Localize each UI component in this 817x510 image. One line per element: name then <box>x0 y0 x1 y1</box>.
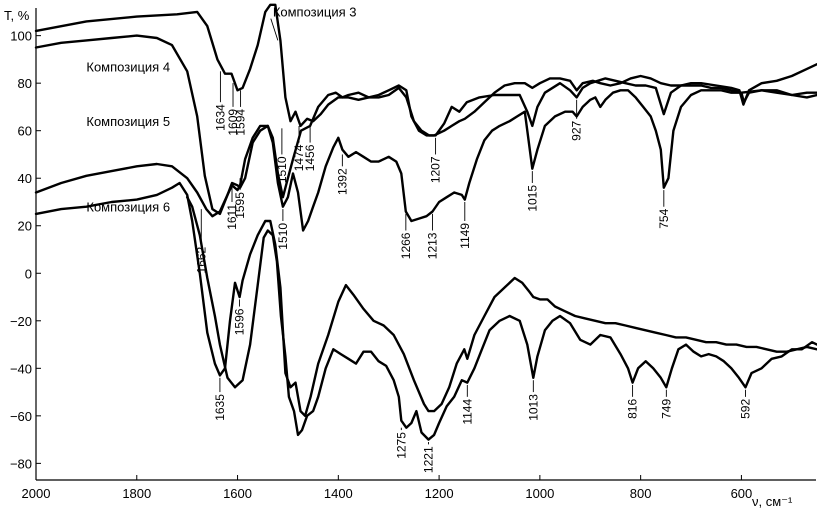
series-label-2: Композиция 4 <box>86 59 170 74</box>
peak-label: 1635 <box>213 394 227 421</box>
x-tick-label: 1400 <box>324 486 353 501</box>
x-tick-label: 800 <box>630 486 652 501</box>
x-axis-title: ν, см⁻¹ <box>752 494 793 509</box>
peak-label: 1221 <box>422 446 436 473</box>
peak-label: 592 <box>738 399 752 419</box>
peak-label: 1013 <box>526 394 540 421</box>
series-line-4 <box>34 181 817 417</box>
series-line-1 <box>34 3 817 137</box>
axes: 100 80 60 40 20 0 −20 −40 −60 −80 2000 1800 1600 1400… <box>10 8 816 501</box>
y-tick-label: 0 <box>25 266 32 281</box>
series-label-3: Композиция 5 <box>86 114 170 129</box>
peak-label: 1266 <box>399 232 413 259</box>
x-tick-label: 2000 <box>22 486 51 501</box>
y-tick-label: 100 <box>10 29 32 44</box>
y-tick-label: 60 <box>18 124 32 139</box>
y-tick-label: −80 <box>10 456 32 471</box>
peak-label: 1595 <box>233 192 247 219</box>
peak-label: 1596 <box>233 308 247 335</box>
peak-label: 1015 <box>525 185 539 212</box>
peak-label: 1474 <box>292 144 306 171</box>
x-tick-label: 1600 <box>223 486 252 501</box>
peak-label: 1594 <box>234 109 248 136</box>
peak-label: 1609 <box>226 109 240 136</box>
peak-label: 1144 <box>460 399 474 425</box>
peak-label: 1611 <box>225 204 239 230</box>
peak-label: 1275 <box>394 432 408 459</box>
x-tick-label: 1800 <box>122 486 151 501</box>
y-axis-title: T, % <box>4 8 30 23</box>
y-tick-label: −60 <box>10 409 32 424</box>
series-line-5 <box>186 196 817 441</box>
peak-label: 1662 <box>194 246 208 273</box>
peak-label: 754 <box>657 208 671 228</box>
peak-label: 1634 <box>213 104 227 131</box>
peak-label: 1207 <box>429 156 443 183</box>
y-tick-label: 20 <box>18 219 32 234</box>
peak-label: 927 <box>570 120 584 140</box>
series-layer: Композиция 3 Композиция 4 Композиция 5 Комп… <box>34 3 817 441</box>
y-tick-label: 80 <box>18 76 32 91</box>
series-label-1: Композиция 3 <box>273 5 357 20</box>
peak-label: 749 <box>659 399 673 419</box>
series-label-4: Композиция 6 <box>86 199 170 214</box>
y-tick-label: 40 <box>18 171 32 186</box>
x-tick-label: 1200 <box>425 486 454 501</box>
series-line-3 <box>34 89 817 232</box>
y-tick-label: −20 <box>10 314 32 329</box>
x-tick-label: 1000 <box>525 486 554 501</box>
peak-label: 1510 <box>276 223 290 250</box>
peak-label: 816 <box>626 399 640 419</box>
series-label-leader <box>270 18 279 41</box>
x-tick-label: 600 <box>731 486 753 501</box>
peak-label: 1213 <box>426 232 440 259</box>
y-tick-label: −40 <box>10 361 32 376</box>
peak-label: 1456 <box>303 144 317 171</box>
peak-label: 1392 <box>335 168 349 195</box>
series-line-2 <box>34 34 817 216</box>
peak-label: 1149 <box>458 223 472 249</box>
peak-label: 1510 <box>275 156 289 183</box>
